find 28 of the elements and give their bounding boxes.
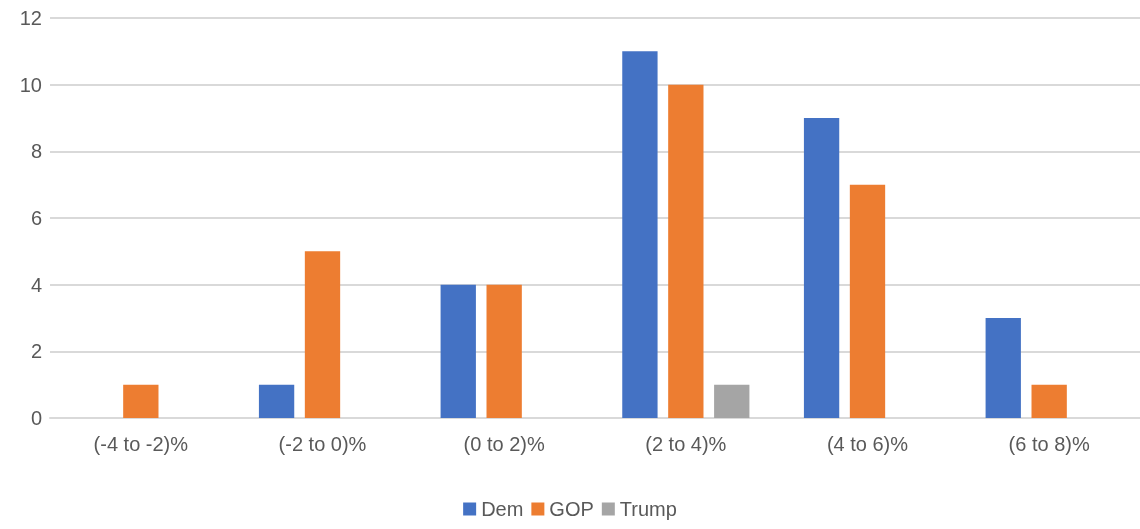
bar [622,51,658,418]
bar [849,184,886,418]
y-tick-label: 8 [30,140,42,163]
legend-label: Dem [481,498,524,520]
x-tick-label: (-2 to 0)% [278,433,367,455]
bar [1031,384,1067,418]
y-tick-label: 2 [30,340,42,363]
bar [803,118,840,418]
y-tick-label: 0 [30,407,42,429]
bar [985,318,1021,418]
x-tick-label: (0 to 2)% [463,433,545,455]
x-tick-label: (6 to 8)% [1008,433,1090,455]
y-tick-label: 4 [30,273,42,296]
legend-label: GOP [549,498,594,520]
bar [714,384,750,418]
bar [668,84,704,418]
y-tick-label: 6 [30,207,42,229]
legend-label: Trump [619,498,677,520]
x-tick-label: (2 to 4)% [645,433,727,455]
bar [258,384,295,418]
x-tick-label: (-4 to -2)% [93,433,189,455]
bar [440,284,476,418]
bar [304,251,341,418]
y-tick-label: 12 [19,7,42,29]
bar [486,284,522,418]
y-tick-label: 10 [19,73,42,96]
bar [123,384,159,418]
x-tick-label: (4 to 6)% [826,433,909,455]
